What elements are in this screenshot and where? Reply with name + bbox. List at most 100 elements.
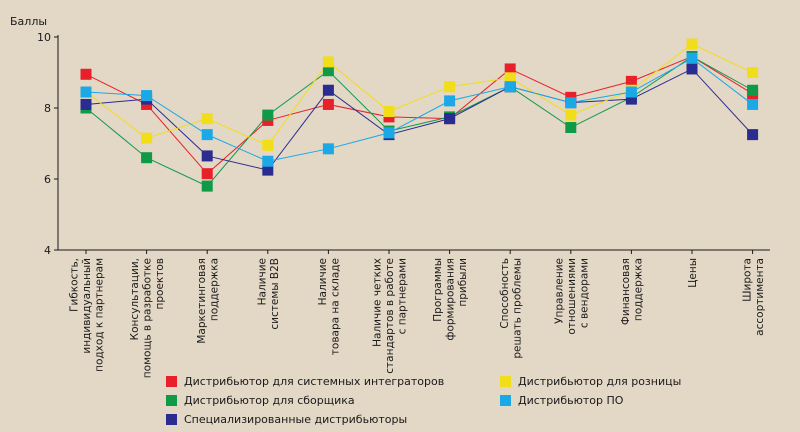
data-point (262, 109, 274, 121)
category-label-line: помощь в разработке (142, 258, 154, 378)
legend-item: Дистрибьютор для системных интеграторов (166, 375, 444, 388)
category-label-line: Гибкость, (69, 258, 81, 312)
data-point (201, 180, 213, 192)
category-label-line: индивидуальный (81, 258, 93, 354)
category-label-line: Наличие четких (372, 258, 384, 347)
y-axis-label: Баллы (10, 15, 47, 28)
category-label-line: Консультации, (129, 258, 141, 340)
category-label: Цены (687, 258, 699, 288)
data-point (383, 127, 395, 139)
series-line (85, 57, 753, 162)
legend-item: Специализированные дистрибьюторы (166, 413, 407, 426)
data-point (565, 109, 577, 121)
category-label-line: формирования (445, 258, 457, 341)
data-point (141, 90, 153, 102)
legend-item: Дистрибьютор ПО (500, 394, 623, 407)
data-point (322, 98, 334, 110)
legend-label: Дистрибьютор ПО (518, 394, 624, 407)
category-label-line: Широта (741, 258, 753, 302)
legend-swatch (500, 395, 511, 406)
legend-swatch (500, 376, 511, 387)
data-point (201, 129, 213, 141)
category-label-line: Маркетинговая (196, 258, 208, 344)
data-point (80, 98, 92, 110)
data-point (383, 106, 395, 118)
data-point (504, 81, 516, 93)
data-point (747, 129, 759, 141)
category-label: Широта ассортимента (741, 258, 766, 336)
legend-item: Дистрибьютор для сборщика (166, 394, 355, 407)
data-point (322, 84, 334, 96)
data-point (444, 95, 456, 107)
series-line (85, 55, 753, 187)
legend-item: Дистрибьютор для розницы (500, 375, 681, 388)
category-label-line: подход к партнерам (94, 258, 106, 372)
category-label-line: Способность (499, 258, 511, 329)
data-point (444, 113, 456, 125)
data-point (625, 75, 637, 87)
category-label-line: товара на складе (330, 258, 342, 355)
category-label: Способность решать проблемы (499, 258, 524, 359)
data-point (565, 122, 577, 134)
category-label-line: поддержка (633, 258, 645, 321)
data-point (322, 65, 334, 77)
category-label-line: Цены (687, 258, 699, 288)
data-point (625, 93, 637, 105)
category-label-line: проектов (154, 258, 166, 310)
data-point (201, 168, 213, 180)
data-point (262, 164, 274, 176)
category-label-line: системы B2B (269, 258, 281, 330)
y-tick-label: 6 (44, 173, 51, 186)
category-label-line: Наличие (257, 258, 269, 305)
data-point (504, 72, 516, 84)
data-point (141, 152, 153, 164)
y-tick-label: 8 (44, 102, 51, 115)
data-point (625, 86, 637, 98)
legend-swatch (166, 376, 177, 387)
series-line (85, 55, 753, 175)
category-label: Наличие четких стандартов в работе с партн… (372, 258, 409, 374)
series-markers (80, 38, 759, 192)
data-point (444, 81, 456, 93)
category-label: Маркетинговая поддержка (196, 258, 221, 344)
data-point (565, 97, 577, 109)
series-lines (85, 43, 753, 187)
data-point (80, 68, 92, 80)
category-label-line: Наличие (317, 258, 329, 305)
legend-swatch (166, 414, 177, 425)
category-label: Управление отношениями с вендорами (553, 258, 590, 335)
series-line (85, 43, 753, 146)
y-tick-label: 10 (37, 31, 51, 44)
legend-label: Дистрибьютор для розницы (518, 375, 682, 388)
category-label-line: с вендорами (578, 258, 590, 328)
category-label: Гибкость, индивидуальный подход к партнера… (69, 258, 106, 372)
category-label-line: стандартов в работе (384, 258, 396, 374)
category-label: Наличие системы B2B (257, 258, 282, 330)
data-point (262, 155, 274, 167)
data-point (747, 67, 759, 78)
axes: Баллы 4 6 8 10 (10, 15, 770, 257)
series-line (85, 68, 753, 171)
category-label-line: Финансовая (620, 258, 632, 325)
legend-swatch (166, 395, 177, 406)
data-point (322, 143, 334, 155)
legend-label: Дистрибьютор для системных интеграторов (184, 375, 445, 388)
category-label: Программы формирования прибыли (432, 258, 469, 341)
data-point (262, 139, 274, 151)
data-point (201, 150, 213, 162)
category-labels: Гибкость, индивидуальный подход к партнера… (69, 258, 766, 378)
category-label-line: отношениями (566, 258, 578, 335)
category-label: Финансовая поддержка (620, 258, 645, 325)
category-label: Наличие товара на складе (317, 258, 342, 355)
y-tick-label: 4 (44, 244, 51, 257)
category-label-line: Программы (432, 258, 444, 322)
data-point (141, 132, 153, 144)
data-point (322, 56, 334, 68)
category-label: Консультации, помощь в разработке проектов (129, 258, 166, 378)
data-point (686, 63, 698, 75)
legend-label: Специализированные дистрибьюторы (184, 413, 408, 426)
data-point (686, 38, 698, 50)
data-point (686, 52, 698, 64)
data-point (504, 63, 516, 75)
